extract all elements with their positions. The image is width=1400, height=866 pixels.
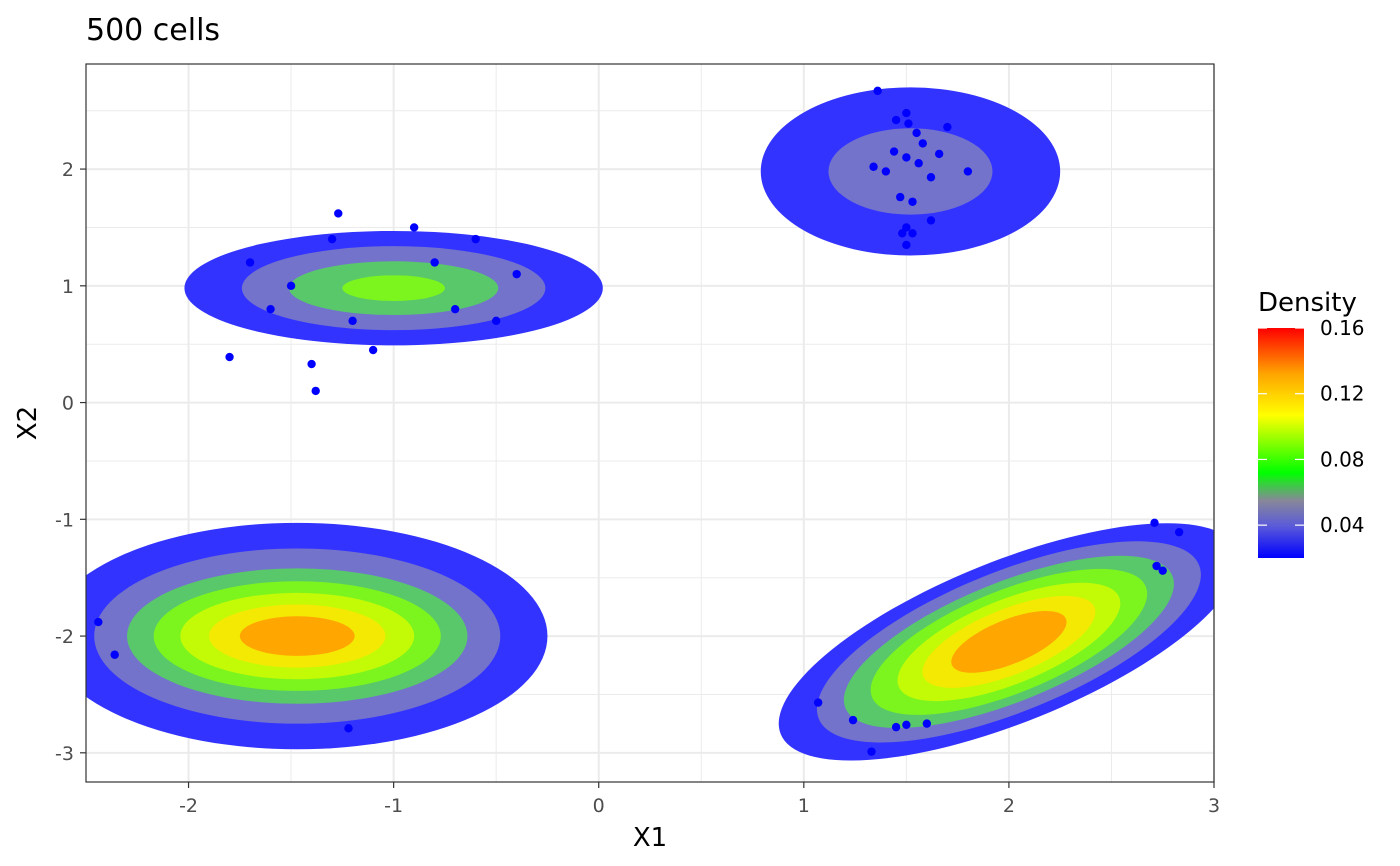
data-point [908, 229, 917, 238]
legend-tick-label: 0.16 [1320, 316, 1365, 340]
x-axis-label: X1 [633, 823, 667, 853]
data-point [873, 86, 882, 96]
density-level-7 [239, 616, 355, 656]
x-tick-label: 1 [798, 795, 810, 817]
cluster-bottom-right [778, 523, 1214, 761]
data-point [902, 153, 911, 162]
density-level-2 [828, 128, 993, 215]
data-point [1150, 518, 1159, 528]
data-point [943, 122, 952, 132]
y-tick-label: -1 [55, 509, 74, 531]
data-point [904, 119, 913, 128]
density-level-4 [342, 275, 445, 301]
x-tick-label: 2 [1003, 795, 1015, 817]
data-point [902, 240, 911, 250]
data-point [1174, 527, 1184, 537]
data-point [869, 162, 878, 171]
panel-border [85, 63, 1215, 783]
data-point [898, 229, 907, 238]
legend-tick-label: 0.08 [1320, 447, 1365, 471]
data-point [1158, 566, 1167, 575]
data-point [368, 345, 378, 355]
data-point [926, 173, 936, 182]
data-point [881, 167, 891, 176]
x-tick-label: 0 [593, 795, 605, 817]
data-point [110, 650, 119, 659]
legend-colorbar [1258, 328, 1304, 558]
x-tick-label: -1 [384, 795, 403, 817]
data-point [450, 304, 460, 314]
y-tick-label: 2 [62, 159, 74, 181]
data-point [266, 304, 275, 314]
data-point [327, 234, 337, 244]
data-point [491, 316, 501, 326]
density-level-7 [951, 611, 1067, 673]
data-point [891, 722, 901, 732]
data-point [891, 115, 901, 125]
data-point [963, 167, 973, 176]
data-point [813, 698, 823, 707]
data-points [94, 86, 1184, 756]
data-point [1152, 561, 1161, 571]
data-point [245, 258, 255, 267]
data-point [344, 724, 353, 733]
data-point [848, 715, 858, 725]
data-point [934, 149, 944, 159]
y-tick-label: 0 [62, 393, 74, 415]
cluster-top-left [184, 230, 603, 346]
chart-title: 500 cells [86, 13, 220, 48]
data-point [307, 359, 316, 369]
y-tick-label: -2 [55, 626, 74, 648]
data-point [889, 147, 899, 156]
data-point [94, 617, 103, 627]
data-point [512, 269, 521, 279]
data-point [918, 139, 927, 148]
axes: -2 -1 0 1 2 3 -3 -2 -1 0 1 2 [55, 159, 1220, 817]
cluster-bottom-left [86, 522, 548, 750]
y-tick-label: -3 [55, 743, 74, 765]
data-point [922, 719, 932, 728]
data-point [926, 216, 936, 225]
legend-tick-label: 0.12 [1320, 382, 1365, 406]
data-point [902, 223, 911, 232]
x-tick-label: -2 [179, 795, 198, 817]
data-point [348, 316, 357, 326]
legend-tick-label: 0.04 [1320, 513, 1365, 537]
legend: Density 0.04 0.08 0.12 0.16 [1258, 288, 1365, 558]
x-tick-label: 3 [1208, 795, 1220, 817]
data-point [902, 720, 911, 729]
data-point [334, 209, 343, 218]
data-point [902, 108, 911, 118]
legend-ticks: 0.04 0.08 0.12 0.16 [1258, 316, 1365, 537]
data-point [430, 258, 439, 267]
data-point [914, 159, 923, 168]
y-axis-label: X2 [13, 406, 43, 440]
legend-title: Density [1258, 288, 1357, 318]
y-tick-label: 1 [62, 276, 74, 298]
data-point [286, 281, 296, 291]
data-point [908, 197, 917, 206]
data-point [311, 386, 320, 396]
data-point [896, 192, 905, 202]
data-point [471, 234, 480, 244]
density-contours [86, 87, 1214, 761]
data-point [409, 223, 419, 232]
data-point [225, 352, 234, 362]
data-point [867, 747, 876, 756]
data-point [912, 128, 921, 138]
cluster-top-right [760, 87, 1061, 256]
